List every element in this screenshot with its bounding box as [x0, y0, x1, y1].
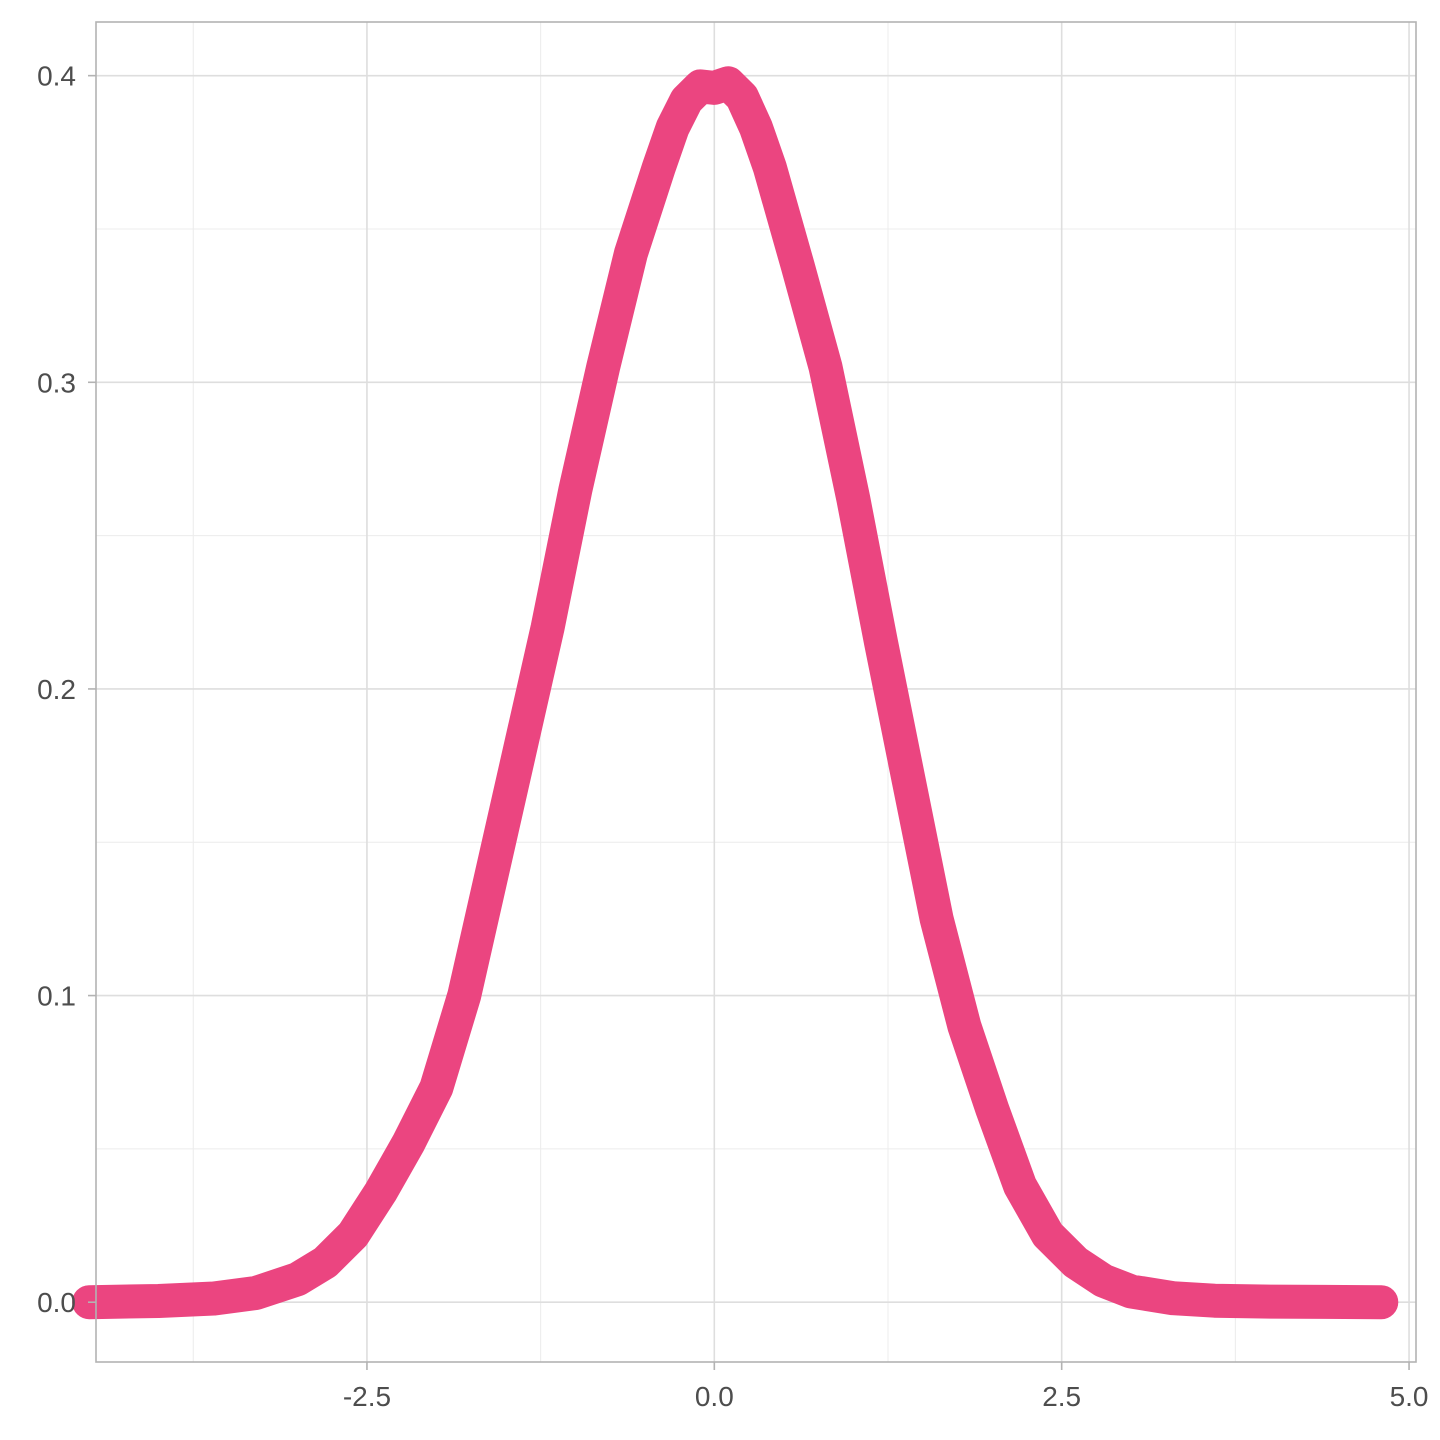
major-gridlines — [96, 22, 1416, 1362]
x-axis: -2.5 0.0 2.5 5.0 — [343, 1362, 1429, 1412]
series-layer — [72, 66, 1399, 1320]
x-tick-label: 5.0 — [1390, 1381, 1429, 1412]
x-tick-label: -2.5 — [343, 1381, 391, 1412]
y-axis: 0.0 0.1 0.2 0.3 0.4 — [37, 61, 96, 1318]
y-tick-label: 0.0 — [37, 1287, 76, 1318]
x-tick-label: 2.5 — [1042, 1381, 1081, 1412]
density-line — [72, 66, 1399, 1320]
panel-border — [95, 21, 1417, 1363]
y-tick-label: 0.3 — [37, 367, 76, 398]
y-tick-label: 0.4 — [37, 61, 76, 92]
y-tick-label: 0.2 — [37, 674, 76, 705]
minor-gridlines — [96, 22, 1416, 1362]
y-tick-label: 0.1 — [37, 981, 76, 1012]
x-tick-label: 0.0 — [695, 1381, 734, 1412]
